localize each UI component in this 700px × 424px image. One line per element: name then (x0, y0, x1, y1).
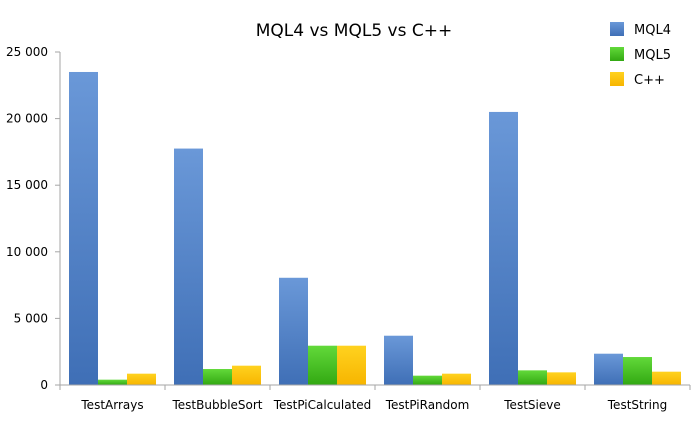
bar-mql4-testsieve (489, 111, 518, 385)
legend: MQL4 MQL5 C++ (610, 22, 671, 88)
x-tick-label: TestArrays (80, 398, 143, 412)
x-tick-label: TestSieve (503, 398, 560, 412)
bars (69, 71, 681, 385)
x-tick-label: TestPiCalculated (273, 398, 372, 412)
bar-mql4-testpicalculated (279, 277, 308, 385)
legend-label: MQL4 (634, 23, 671, 38)
bar-c-testsieve (547, 372, 576, 385)
bar-c-testpirandom (442, 373, 471, 385)
bar-mql5-teststring (623, 357, 652, 385)
x-tick-label: TestString (607, 398, 667, 412)
legend-swatch-c (610, 72, 624, 86)
legend-swatch-mql4 (610, 22, 624, 36)
y-tick-label: 10 000 (6, 245, 48, 259)
x-tick-label: TestBubbleSort (171, 398, 262, 412)
y-tick-label: 5 000 (14, 311, 48, 325)
bar-mql5-testpicalculated (308, 345, 337, 385)
y-tick-label: 20 000 (6, 112, 48, 126)
bar-mql4-testarrays (69, 71, 98, 385)
bar-c-testarrays (127, 373, 156, 385)
bar-mql5-testbubblesort (203, 369, 232, 385)
bar-c-teststring (652, 371, 681, 385)
y-tick-label: 15 000 (6, 178, 48, 192)
legend-label: MQL5 (634, 48, 671, 63)
legend-swatch-mql5 (610, 47, 624, 61)
bar-mql5-testsieve (518, 370, 547, 385)
bar-mql4-teststring (594, 353, 623, 385)
bar-mql5-testpirandom (413, 375, 442, 385)
bar-mql4-testpirandom (384, 335, 413, 385)
bar-c-testpicalculated (337, 345, 366, 385)
y-axis: 0 5 000 10 000 15 000 20 000 25 000 (6, 45, 61, 392)
x-tick-label: TestPiRandom (385, 398, 470, 412)
chart-title: MQL4 vs MQL5 vs C++ (256, 21, 452, 41)
legend-label: C++ (634, 73, 665, 88)
y-tick-label: 25 000 (6, 45, 48, 59)
bar-c-testbubblesort (232, 365, 261, 385)
bar-mql5-testarrays (98, 379, 127, 385)
y-tick-label: 0 (40, 378, 48, 392)
bar-mql4-testbubblesort (174, 148, 203, 385)
x-axis: TestArrays TestBubbleSort TestPiCalculated… (59, 384, 691, 412)
